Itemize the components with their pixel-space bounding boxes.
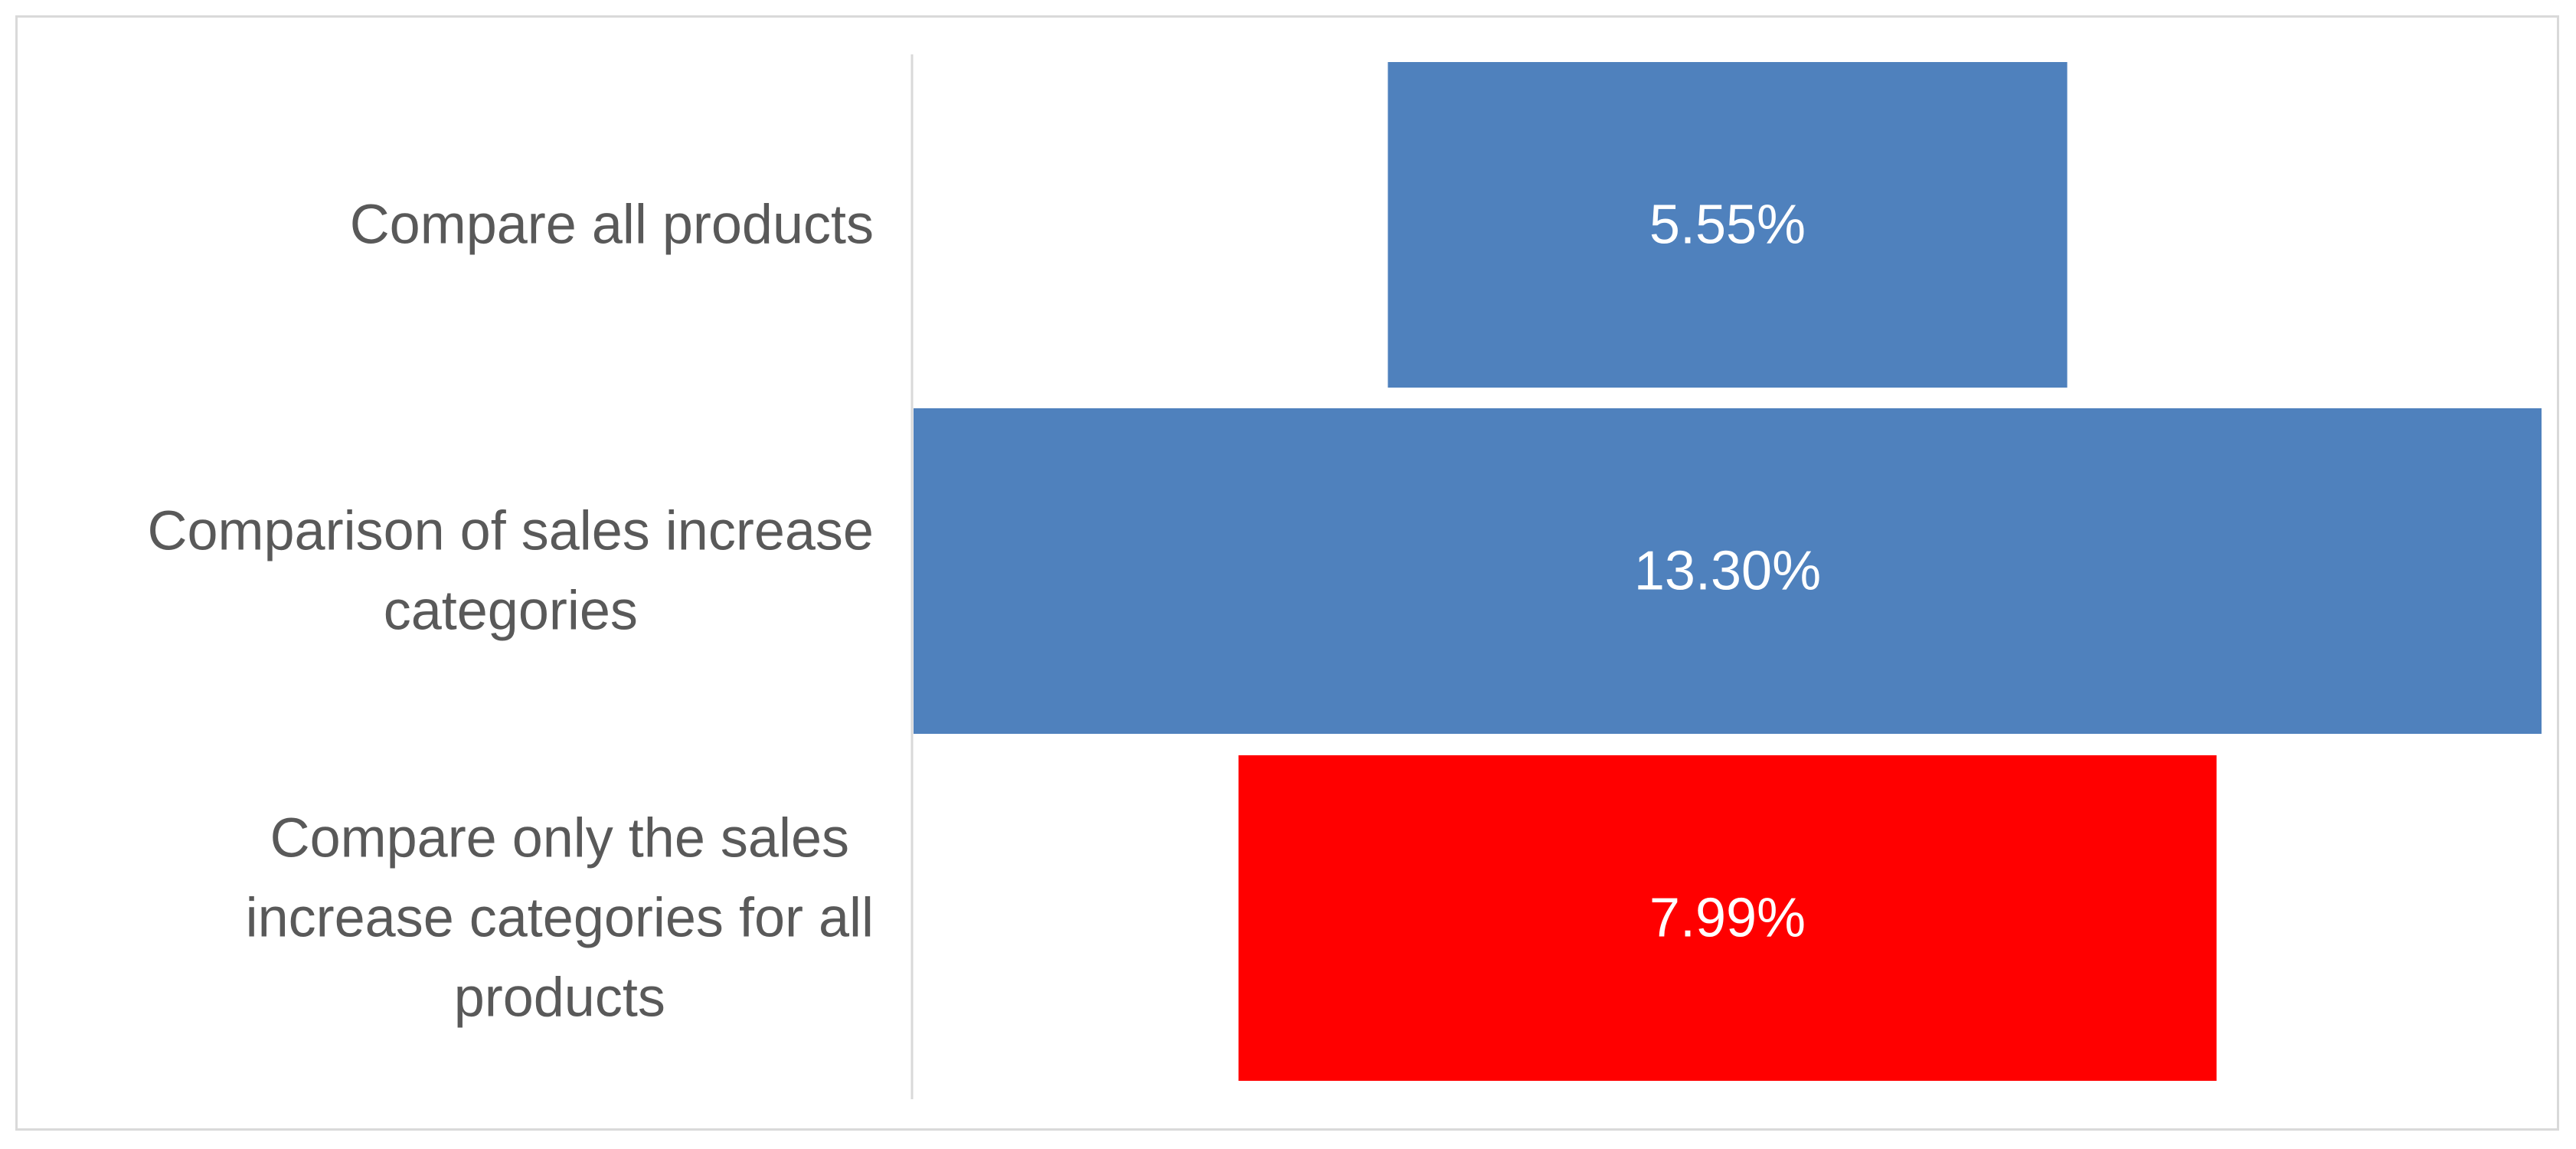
category-label-2: Comparison of sales increase categories <box>148 501 874 642</box>
category-label-3: Compare only the sales increase categorie… <box>246 808 874 1029</box>
funnel-chart: Compare all products Comparison of sales … <box>148 54 2542 1099</box>
category-label-1: Compare all products <box>350 195 874 256</box>
category-label-3-line-3: products <box>454 967 665 1029</box>
data-label-1: 5.55% <box>1649 195 1806 256</box>
data-labels-group: 5.55% 13.30% 7.99% <box>1634 195 1821 949</box>
chart-frame: Compare all products Comparison of sales … <box>15 15 2559 1131</box>
funnel-bar-3 <box>1238 755 2217 1081</box>
category-label-2-line-1: Comparison of sales increase <box>148 501 874 562</box>
category-label-3-line-1: Compare only the sales <box>270 808 849 869</box>
category-label-1-line-1: Compare all products <box>350 195 874 256</box>
category-labels-group: Compare all products Comparison of sales … <box>148 195 874 1029</box>
funnel-bar-2 <box>914 408 2542 734</box>
data-label-3: 7.99% <box>1649 888 1806 949</box>
data-label-2: 13.30% <box>1634 541 1821 602</box>
category-label-3-line-2: increase categories for all <box>246 888 874 949</box>
category-label-2-line-2: categories <box>384 581 638 642</box>
bars-group <box>914 62 2542 1081</box>
funnel-bar-1 <box>1388 62 2068 388</box>
